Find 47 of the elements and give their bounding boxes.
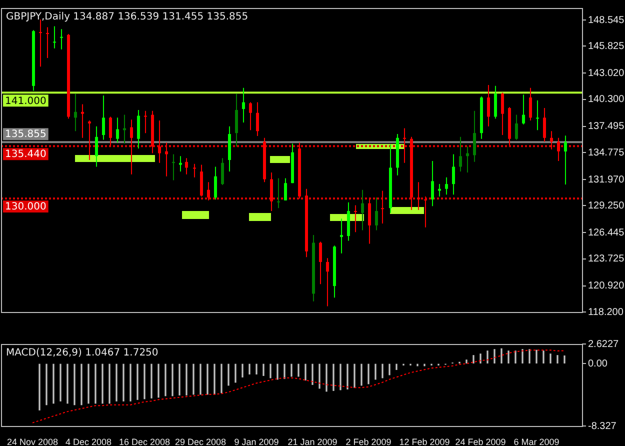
x-tick-label: 16 Dec 2008 [118,436,170,446]
x-tick-label: 2 Feb 2009 [346,436,392,446]
ref-line-label: 135.855 [5,129,46,140]
x-tick-label: 9 Jan 2009 [234,436,279,446]
candlestick [172,154,175,180]
candlestick [277,178,280,208]
x-tick-label: 4 Dec 2008 [65,436,112,446]
y-tick-label: 134.775 [588,147,625,158]
x-tick-label: 6 Mar 2009 [514,436,560,446]
candlestick [403,128,406,163]
ref-line-label: 141.000 [5,96,46,107]
y-tick-label: -8.327 [588,420,617,432]
y-tick-label: 145.825 [588,40,625,52]
x-tick-label: 24 Feb 2009 [455,436,506,446]
candlestick [53,26,56,48]
chart-title: GBPJPY,Daily 134.887 136.539 131.455 135.855 [6,12,248,23]
candlestick [81,104,84,138]
y-tick-label: 137.495 [588,121,625,132]
x-tick-label: 29 Dec 2008 [174,436,226,446]
candlestick [193,164,196,178]
candlestick [340,218,343,254]
candlestick [354,205,357,232]
y-tick-label: 123.725 [588,254,625,265]
candlestick [536,100,539,130]
candlestick [144,110,147,134]
y-tick-label: 140.300 [588,94,625,106]
ref-line-label: 135.440 [5,149,46,160]
y-tick-label: 129.250 [588,200,625,212]
candlestick [60,29,63,50]
candlestick [88,120,91,160]
y-tick-label: 143.020 [588,68,625,79]
y-tick-label: 2.6227 [588,338,620,350]
candlestick [424,196,427,228]
y-tick-label: 120.920 [588,280,625,292]
y-tick-label: 118.200 [588,306,624,318]
candlestick [417,182,420,210]
candlestick [381,190,384,224]
y-tick-label: 0.00 [588,358,608,370]
ref-line-label: 130.000 [5,202,46,213]
candlestick [46,27,49,58]
x-tick-label: 12 Feb 2009 [399,436,450,446]
x-tick-label: 24 Nov 2008 [6,436,58,446]
chart-title: MACD(12,26,9) 1.0467 1.7250 [6,348,158,359]
y-tick-label: 148.545 [588,14,625,26]
x-tick-label: 21 Jan 2009 [288,436,338,446]
y-tick-label: 131.970 [588,174,625,186]
y-tick-label: 126.445 [588,227,625,238]
